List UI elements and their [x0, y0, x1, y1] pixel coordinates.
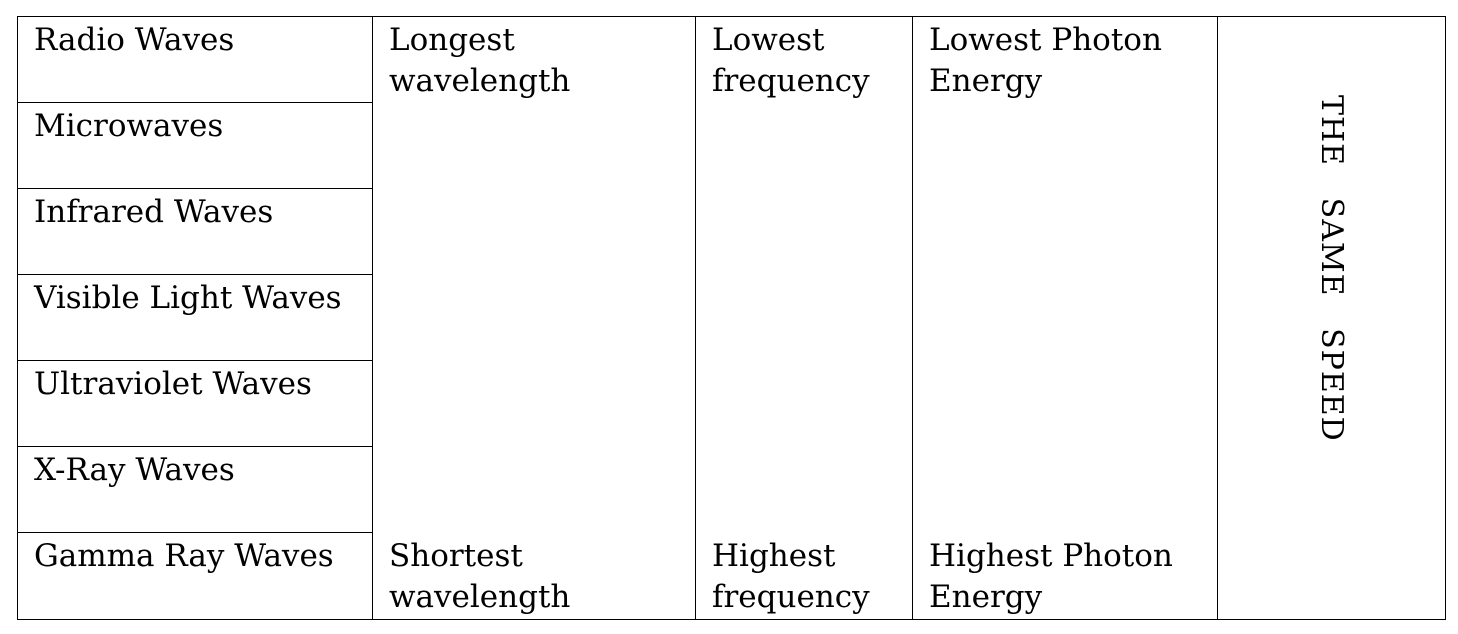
same-speed-label: THE SAME SPEED [1314, 95, 1349, 442]
wave-cell-microwaves: Microwaves [17, 102, 373, 189]
wave-name: Radio Waves [34, 22, 235, 58]
wave-name: Gamma Ray Waves [34, 538, 334, 574]
frequency-top-cell: Lowest frequency [695, 16, 913, 533]
wavelength-top-cell: Longest wavelength [372, 16, 696, 533]
wave-name: Visible Light Waves [34, 280, 342, 316]
wave-cell-ultraviolet: Ultraviolet Waves [17, 360, 373, 447]
wave-cell-visible-light: Visible Light Waves [17, 274, 373, 361]
speed-cell: THE SAME SPEED [1217, 16, 1446, 620]
wave-name: Infrared Waves [34, 194, 274, 230]
wave-cell-radio: Radio Waves [17, 16, 373, 103]
wave-name: Ultraviolet Waves [34, 366, 312, 402]
wave-cell-x-ray: X-Ray Waves [17, 446, 373, 533]
highest-frequency-label: Highest frequency [712, 537, 870, 615]
highest-photon-energy-label: Highest Photon Energy [929, 537, 1173, 615]
longest-wavelength-label: Longest wavelength [389, 22, 571, 99]
wave-name: X-Ray Waves [34, 452, 235, 488]
wave-cell-gamma-ray: Gamma Ray Waves [17, 532, 373, 620]
lowest-frequency-label: Lowest frequency [712, 22, 870, 99]
shortest-wavelength-label: Shortest wavelength [389, 537, 571, 615]
wave-cell-infrared: Infrared Waves [17, 188, 373, 275]
electromagnetic-spectrum-table: Radio Waves Longest wavelength Lowest fr… [17, 16, 1446, 620]
wave-name: Microwaves [34, 108, 224, 144]
frequency-bottom-cell: Highest frequency [695, 532, 913, 620]
photon-energy-top-cell: Lowest Photon Energy [912, 16, 1218, 533]
wavelength-bottom-cell: Shortest wavelength [372, 532, 696, 620]
photon-energy-bottom-cell: Highest Photon Energy [912, 532, 1218, 620]
lowest-photon-energy-label: Lowest Photon Energy [929, 22, 1162, 99]
